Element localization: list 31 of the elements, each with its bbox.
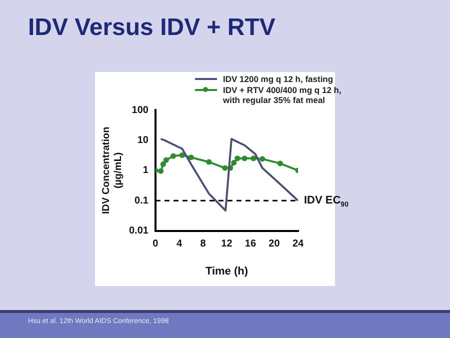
x-axis-title: Time (h) (205, 265, 248, 278)
chart-title: IDV Versus IDV + RTV (28, 14, 276, 42)
point (158, 168, 164, 174)
point (250, 156, 256, 162)
point (206, 159, 212, 165)
point (234, 156, 240, 162)
point (160, 161, 166, 168)
x-tick-label: 20 (268, 238, 280, 250)
y-tick-label: 10 (137, 134, 149, 146)
x-tick-label: 16 (244, 238, 256, 250)
y-tick-label: 0.01 (128, 226, 149, 237)
point (179, 152, 185, 158)
point (163, 157, 169, 163)
point (260, 156, 266, 162)
legend-label: IDV 1200 mg q 12 h, fasting (223, 74, 334, 84)
y-tick-label: 1 (142, 165, 149, 176)
y-tick-label: 0.1 (134, 195, 149, 206)
x-tick-label: 12 (221, 238, 233, 250)
point (222, 165, 228, 171)
x-tick-label: 8 (200, 238, 206, 250)
x-tick-label: 0 (152, 238, 159, 250)
x-tick-label: 24 (292, 238, 304, 250)
y-tick-label: 100 (132, 104, 149, 116)
point (170, 153, 176, 159)
point (277, 160, 283, 166)
x-tick-label: 4 (176, 238, 182, 250)
y-axis-title: IDV Concentration (µg/mL) (100, 126, 124, 214)
point (188, 154, 194, 160)
legend-label: IDV + RTV 400/400 mg q 12 h, with regular 35% fat meal (223, 85, 342, 105)
point (231, 160, 237, 166)
point (242, 156, 248, 162)
